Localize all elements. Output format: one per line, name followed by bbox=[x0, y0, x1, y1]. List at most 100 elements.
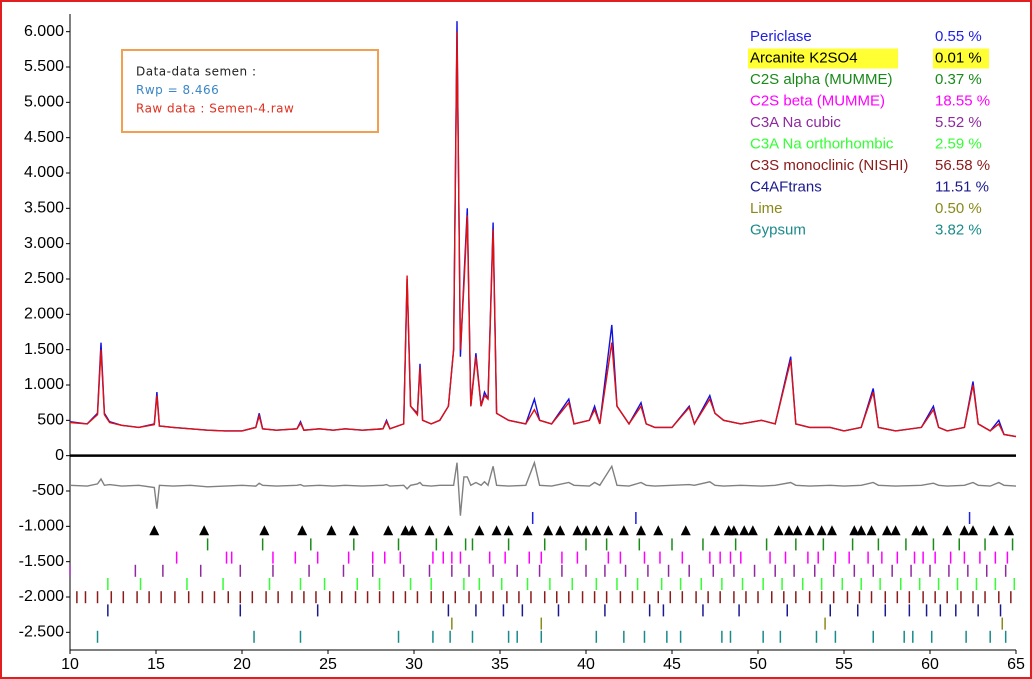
reflection-marker bbox=[792, 525, 803, 536]
reflection-marker bbox=[680, 525, 691, 536]
y-tick-label: -1.000 bbox=[19, 518, 64, 535]
reflection-marker bbox=[783, 525, 794, 536]
x-tick-label: 25 bbox=[319, 656, 337, 673]
x-tick-label: 65 bbox=[1007, 656, 1025, 673]
legend-label: C3S monoclinic (NISHI) bbox=[750, 157, 908, 174]
legend-label: Arcanite K2SO4 bbox=[750, 49, 858, 66]
reflection-marker bbox=[297, 525, 308, 536]
reflection-marker bbox=[882, 525, 892, 536]
annotation-text: Raw data : Semen-4.raw bbox=[136, 102, 294, 116]
y-tick-label: 5.000 bbox=[24, 94, 64, 111]
y-tick-label: -1.500 bbox=[19, 553, 64, 570]
x-tick-label: 20 bbox=[233, 656, 251, 673]
series-line bbox=[69, 460, 1017, 516]
reflection-marker bbox=[407, 525, 418, 536]
x-tick-label: 10 bbox=[61, 656, 79, 673]
legend-value: 11.51 % bbox=[935, 178, 989, 195]
reflection-marker bbox=[918, 525, 929, 536]
legend-value: 0.50 % bbox=[935, 200, 982, 217]
series-line bbox=[69, 31, 1017, 438]
y-tick-label: 1.500 bbox=[24, 341, 64, 358]
y-tick-label: 3.500 bbox=[24, 200, 64, 217]
reflection-marker bbox=[555, 525, 566, 536]
y-tick-label: -2.500 bbox=[19, 624, 64, 641]
reflection-marker bbox=[326, 525, 337, 536]
reflection-marker bbox=[149, 525, 160, 536]
reflection-marker bbox=[728, 525, 739, 536]
legend-label: Lime bbox=[750, 200, 783, 217]
reflection-marker bbox=[739, 525, 750, 536]
legend-value: 56.58 % bbox=[935, 157, 990, 174]
legend-value: 2.59 % bbox=[935, 135, 982, 152]
reflection-marker bbox=[653, 525, 664, 536]
reflection-marker bbox=[591, 525, 602, 536]
reflection-marker bbox=[503, 525, 514, 536]
annotation-text: Rwp = 8.466 bbox=[136, 83, 219, 97]
legend-value: 0.37 % bbox=[935, 71, 982, 88]
reflection-marker bbox=[849, 525, 860, 536]
reflection-marker bbox=[968, 525, 978, 536]
reflection-marker bbox=[804, 525, 815, 536]
reflection-marker bbox=[710, 525, 720, 536]
reflection-marker bbox=[959, 525, 970, 536]
legend-highlight bbox=[748, 48, 898, 69]
legend-label: C2S beta (MUMME) bbox=[750, 92, 885, 109]
legend-value: 0.01 % bbox=[935, 49, 982, 66]
y-tick-label: 2.000 bbox=[24, 306, 64, 323]
reflection-marker bbox=[911, 525, 922, 536]
reflection-marker bbox=[474, 525, 485, 536]
reflection-marker bbox=[636, 525, 647, 536]
legend-label: Periclase bbox=[750, 28, 812, 45]
x-tick-label: 45 bbox=[663, 656, 681, 673]
x-tick-label: 15 bbox=[147, 656, 165, 673]
legend-value: 0.55 % bbox=[935, 28, 982, 45]
x-tick-label: 30 bbox=[405, 656, 423, 673]
reflection-marker bbox=[348, 525, 359, 536]
legend-label: C4AFtrans bbox=[750, 178, 822, 195]
reflection-marker bbox=[581, 525, 591, 536]
legend-value: 3.82 % bbox=[935, 221, 982, 238]
y-tick-label: 5.500 bbox=[24, 58, 64, 75]
reflection-marker bbox=[816, 525, 827, 536]
y-tick-label: 3.000 bbox=[24, 235, 64, 252]
y-tick-label: 500 bbox=[37, 412, 64, 429]
reflection-marker bbox=[400, 525, 411, 536]
x-tick-label: 55 bbox=[835, 656, 853, 673]
reflection-marker bbox=[572, 525, 583, 536]
legend-value: 5.52 % bbox=[935, 114, 982, 131]
reflection-marker bbox=[259, 525, 270, 536]
reflection-marker bbox=[443, 525, 454, 536]
y-tick-label: 2.500 bbox=[24, 270, 64, 287]
reflection-marker bbox=[866, 525, 877, 536]
reflection-marker bbox=[603, 525, 614, 536]
x-tick-label: 35 bbox=[491, 656, 509, 673]
y-tick-label: 6.000 bbox=[24, 23, 64, 40]
legend-label: C3A Na cubic bbox=[750, 114, 841, 131]
x-tick-label: 50 bbox=[749, 656, 767, 673]
reflection-marker bbox=[747, 525, 758, 536]
reflection-marker bbox=[618, 525, 629, 536]
legend-label: Gypsum bbox=[750, 221, 806, 238]
legend-label: C2S alpha (MUMME) bbox=[750, 71, 893, 88]
reflection-marker bbox=[856, 525, 867, 536]
legend-label: C3A Na orthorhombic bbox=[750, 135, 894, 152]
reflection-marker bbox=[543, 525, 554, 536]
reflection-marker bbox=[942, 525, 953, 536]
legend-highlight bbox=[933, 48, 989, 69]
reflection-marker bbox=[1004, 525, 1015, 536]
annotation-text: Data-data semen : bbox=[136, 65, 257, 79]
reflection-marker bbox=[826, 525, 837, 536]
reflection-marker bbox=[773, 525, 784, 536]
y-tick-label: -2.000 bbox=[19, 588, 64, 605]
reflection-marker bbox=[424, 525, 435, 536]
y-tick-label: -500 bbox=[32, 482, 64, 499]
y-tick-label: 4.000 bbox=[24, 164, 64, 181]
annotation-box bbox=[121, 49, 379, 133]
y-tick-label: 4.500 bbox=[24, 129, 64, 146]
y-tick-label: 0 bbox=[55, 447, 64, 464]
reflection-marker bbox=[491, 525, 502, 536]
reflection-marker bbox=[988, 525, 999, 536]
reflection-marker bbox=[890, 525, 901, 536]
